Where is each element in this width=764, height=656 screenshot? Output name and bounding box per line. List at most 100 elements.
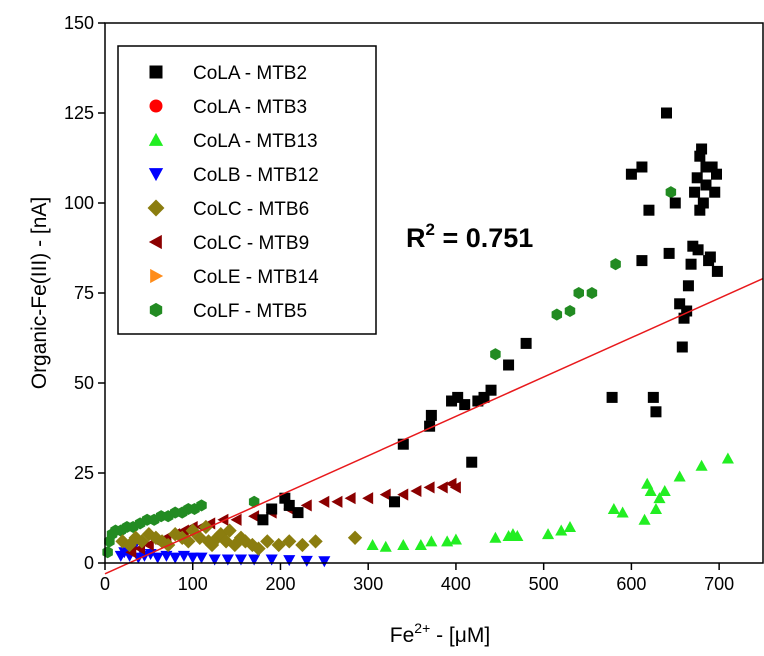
data-point: [379, 488, 391, 501]
data-point: [295, 537, 310, 553]
legend-item: CoLF - MTB5: [149, 301, 307, 322]
data-point: [649, 502, 663, 514]
legend-marker: [149, 65, 163, 79]
data-point: [606, 391, 618, 403]
data-point: [700, 161, 712, 173]
data-point: [233, 530, 249, 545]
data-point: [265, 554, 278, 566]
y-axis: 0 25 50 75 100 125 150: [64, 13, 105, 573]
data-point: [204, 517, 216, 530]
data-point: [331, 495, 343, 508]
data-point: [674, 298, 686, 310]
data-point: [347, 530, 363, 545]
legend-label: CoLF - MTB5: [193, 301, 307, 322]
legend-label: CoLE - MTB14: [193, 267, 319, 288]
legend-item: CoLA - MTB2: [149, 63, 307, 84]
data-point: [397, 488, 409, 501]
data-point: [643, 204, 655, 216]
data-point: [694, 204, 706, 216]
legend-marker: [149, 99, 163, 113]
y-tick-label: 50: [74, 373, 94, 393]
data-point: [478, 391, 490, 403]
data-point: [696, 143, 708, 155]
data-point: [424, 420, 436, 432]
legend-item: CoLA - MTB3: [149, 97, 307, 118]
data-point: [449, 533, 462, 545]
data-point: [682, 280, 694, 292]
data-point: [692, 244, 704, 256]
data-point: [397, 438, 409, 450]
data-point: [414, 538, 427, 550]
data-point: [128, 530, 143, 545]
x-tick-label: 700: [704, 574, 734, 594]
x-tick-label: 400: [441, 574, 471, 594]
data-point: [695, 459, 708, 471]
data-point: [125, 546, 137, 559]
data-point: [282, 534, 297, 549]
data-point: [362, 492, 374, 505]
data-point: [452, 391, 464, 403]
data-point: [423, 481, 435, 494]
data-point: [691, 172, 703, 184]
legend-marker: [148, 234, 162, 250]
x-axis: 0 100 200 300 400 500 600 700: [100, 563, 734, 594]
series-cola-mtb13: [366, 452, 734, 552]
data-point: [446, 395, 458, 407]
data-point: [653, 492, 666, 504]
data-point: [676, 341, 688, 353]
data-point: [563, 520, 577, 532]
data-point: [308, 534, 323, 549]
data-point: [520, 337, 532, 349]
data-point: [647, 391, 659, 403]
data-point: [292, 507, 304, 519]
data-point: [610, 258, 621, 271]
data-point: [248, 495, 260, 508]
data-point: [644, 484, 657, 496]
data-point: [551, 308, 563, 321]
data-point: [694, 150, 706, 162]
data-point: [663, 247, 675, 259]
data-point: [186, 552, 199, 564]
data-point: [625, 168, 637, 180]
data-point: [449, 481, 461, 494]
legend-marker: [148, 132, 164, 146]
x-tick-label: 500: [529, 574, 559, 594]
data-point: [472, 395, 484, 407]
data-point: [706, 161, 718, 173]
r-squared-annotation: R2 = 0.751: [406, 220, 533, 253]
data-point: [195, 552, 208, 564]
data-point: [248, 554, 261, 566]
data-point: [300, 555, 313, 567]
data-point: [485, 384, 497, 396]
data-point: [459, 399, 471, 411]
data-point: [490, 348, 501, 361]
data-point: [673, 470, 686, 482]
data-point: [260, 534, 275, 549]
x-tick-label: 0: [100, 574, 110, 594]
data-point: [511, 529, 524, 541]
data-point: [257, 514, 269, 526]
data-point: [208, 554, 221, 566]
data-point: [711, 168, 723, 180]
data-point: [607, 502, 620, 514]
data-point: [555, 524, 568, 536]
data-point: [279, 492, 291, 504]
data-point: [711, 265, 723, 277]
legend: CoLA - MTB2 CoLA - MTB3 CoLA - MTB13 CoLB -…: [117, 45, 377, 335]
legend-marker: [149, 302, 163, 318]
legend-label: CoLA - MTB2: [193, 63, 307, 84]
legend-marker: [150, 268, 164, 284]
data-point: [489, 531, 502, 543]
data-point: [441, 535, 454, 547]
data-point: [660, 107, 672, 119]
data-point: [564, 304, 576, 318]
data-point: [283, 555, 296, 567]
data-point: [586, 286, 598, 300]
data-point: [300, 499, 312, 512]
data-point: [266, 503, 278, 515]
data-point: [222, 523, 237, 538]
legend-label: CoLA - MTB3: [193, 97, 307, 118]
data-point: [234, 554, 248, 566]
data-point: [689, 186, 701, 198]
